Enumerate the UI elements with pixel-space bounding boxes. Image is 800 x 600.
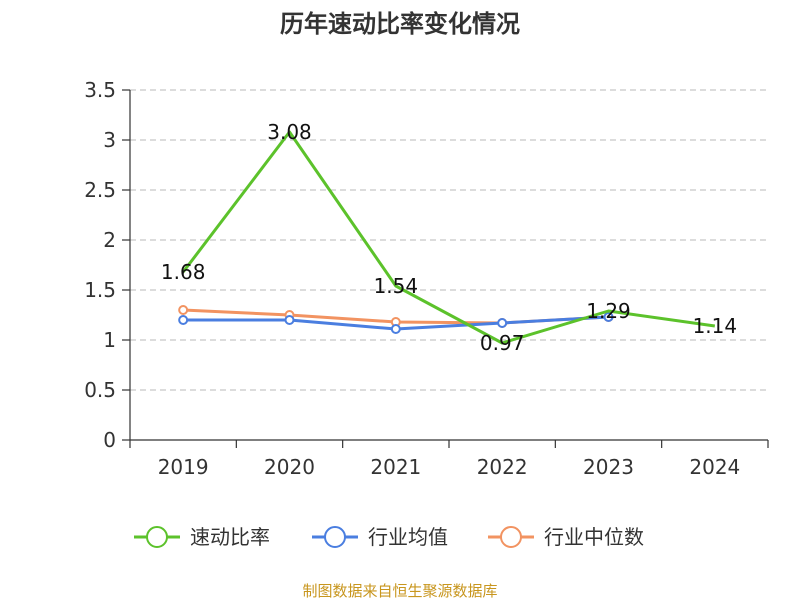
grid — [130, 89, 768, 391]
legend[interactable]: 速动比率 行业均值 行业中位数 — [134, 525, 644, 549]
y-tick-label: 2.5 — [84, 178, 116, 202]
x-tick-label: 2023 — [583, 455, 634, 479]
legend-item-2[interactable]: 行业中位数 — [488, 525, 644, 549]
legend-label: 行业均值 — [368, 525, 448, 549]
axes: 0 0.5 1 1.5 2 2.5 3 3.5 2019 2020 2021 2022 2023 2024 — [84, 78, 769, 479]
series-point-2 — [178, 305, 189, 315]
chart-title: 历年速动比率变化情况 — [280, 10, 520, 38]
data-label: 1.68 — [161, 260, 206, 284]
source-note: 制图数据来自恒生聚源数据库 — [302, 582, 497, 600]
x-tick-label: 2019 — [158, 455, 209, 479]
y-tick-label: 3 — [103, 128, 116, 152]
legend-marker-icon — [146, 526, 168, 548]
series-line-0 — [181, 130, 716, 345]
y-tick-label: 3.5 — [84, 78, 116, 102]
data-label: 1.54 — [374, 274, 419, 298]
data-label: 1.29 — [586, 299, 631, 323]
x-tick-label: 2021 — [370, 455, 421, 479]
series-point-1 — [284, 315, 295, 325]
series-point-1 — [603, 312, 614, 322]
y-tick-label: 2 — [103, 228, 116, 252]
legend-label: 速动比率 — [190, 525, 270, 549]
x-tick-label: 2022 — [477, 455, 528, 479]
y-tick-label: 1 — [103, 328, 116, 352]
y-tick-label: 0 — [103, 428, 116, 452]
y-tick-label: 0.5 — [84, 378, 116, 402]
x-tick-label: 2020 — [264, 455, 315, 479]
legend-label: 行业中位数 — [544, 525, 644, 549]
x-tick-label: 2024 — [689, 455, 740, 479]
series-layer — [178, 130, 716, 345]
legend-marker-icon — [500, 526, 522, 548]
legend-item-1[interactable]: 行业均值 — [312, 525, 448, 549]
series-point-1 — [390, 324, 401, 334]
series-point-1 — [178, 315, 189, 325]
data-label: 1.14 — [693, 314, 738, 338]
series-point-1 — [497, 318, 508, 328]
data-labels: 1.68 3.08 1.54 0.97 1.29 1.14 — [161, 120, 737, 355]
data-label: 3.08 — [267, 120, 312, 144]
legend-marker-icon — [324, 526, 346, 548]
legend-item-0[interactable]: 速动比率 — [134, 525, 270, 549]
data-label: 0.97 — [480, 331, 525, 355]
y-tick-label: 1.5 — [84, 278, 116, 302]
